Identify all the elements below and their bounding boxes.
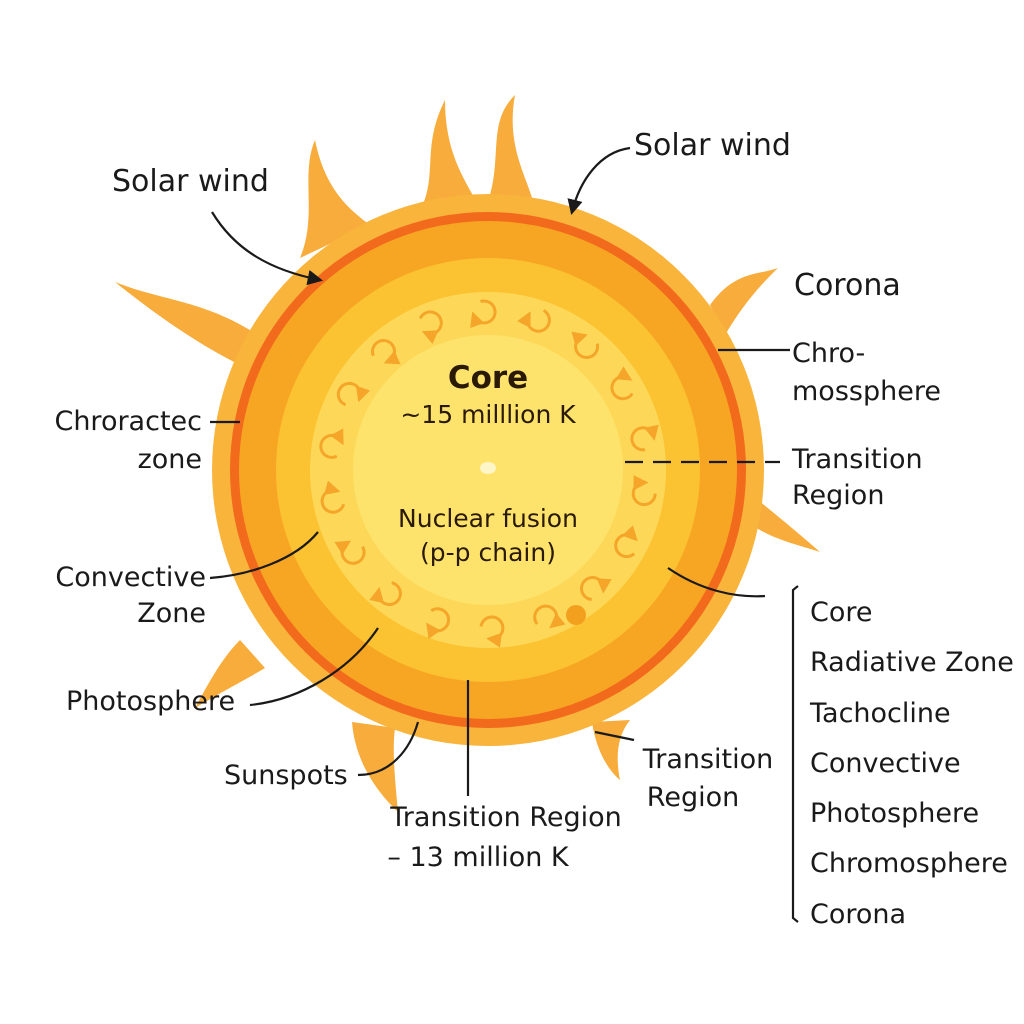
convection-arrows xyxy=(319,299,659,648)
flare-bottom-right xyxy=(592,720,630,780)
convection-arrow xyxy=(336,381,371,407)
sunspot xyxy=(566,605,586,625)
convection-arrow xyxy=(418,310,443,345)
convection-arrow xyxy=(630,424,659,452)
leader-sunspots xyxy=(357,721,420,777)
convection-arrow xyxy=(479,615,505,648)
label-corona: Corona xyxy=(794,268,901,303)
flare-top-2 xyxy=(485,95,535,210)
label-chromosphere-line1: Chro- xyxy=(792,338,866,369)
leader-convective xyxy=(209,531,319,580)
layer-list-item: Photosphere xyxy=(810,798,980,830)
layer-list-item: Corona xyxy=(810,898,907,930)
convection-arrow xyxy=(631,475,657,507)
flare-lower-left xyxy=(195,640,265,708)
label-chroractec-line2: zone xyxy=(137,444,202,475)
layer-list-bracket xyxy=(791,585,799,923)
label-transition-lower-right-line1: Transition xyxy=(642,744,774,775)
label-photosphere: Photosphere xyxy=(66,686,236,717)
sun-layer-list: Core Radiative Zone Tachocline Convective Ph… xyxy=(810,588,1014,940)
convection-arrow xyxy=(426,607,451,640)
label-transition-bottom-line1: Transition Region xyxy=(390,802,622,833)
core-fusion-line2: (p-p chain) xyxy=(420,538,556,567)
convection-arrow xyxy=(369,581,402,606)
label-transition-lower-right-line2: Region xyxy=(646,782,740,813)
convection-arrow xyxy=(371,339,401,365)
convection-arrow xyxy=(533,604,566,629)
flare-top-1 xyxy=(418,100,480,215)
flare-left xyxy=(115,282,250,365)
core-center-dot xyxy=(480,462,496,474)
layer-list-item: Convective xyxy=(810,747,961,779)
label-convective-line2: Zone xyxy=(137,598,206,629)
convection-arrow xyxy=(320,480,346,514)
label-convective-line1: Convective xyxy=(55,562,206,593)
layer-list-item: Radiative Zone xyxy=(810,647,1014,679)
leader-lines xyxy=(209,146,799,923)
convection-arrow xyxy=(517,309,551,333)
leader-solar-wind-right xyxy=(567,146,631,215)
leader-solar-wind-left xyxy=(211,211,324,286)
convection-arrow xyxy=(319,428,344,459)
convection-arrow xyxy=(334,540,366,565)
core-temperature: ~15 milllion K xyxy=(400,400,576,429)
label-transition-bottom-line2: – 13 million K xyxy=(387,842,569,873)
flare-upper-left xyxy=(300,140,370,258)
corona-flares xyxy=(115,95,820,812)
label-chromosphere-line2: mossphere xyxy=(792,376,941,407)
leader-transition-lower-right xyxy=(594,730,635,742)
core-fusion-line1: Nuclear fusion xyxy=(398,504,578,533)
flare-bottom-left xyxy=(352,722,398,812)
layer-list-item: Core xyxy=(810,597,873,628)
layer-list-item: Tachocline xyxy=(810,697,951,729)
convection-arrow xyxy=(580,576,612,601)
layer-list-item: Chromosphere xyxy=(810,848,1008,880)
convection-arrow xyxy=(610,366,634,401)
convection-arrow xyxy=(614,525,638,559)
label-solar-wind-right: Solar wind xyxy=(634,128,791,163)
label-chroractec-line1: Chroractec xyxy=(54,406,202,437)
label-sunspots: Sunspots xyxy=(224,760,348,791)
leader-photosphere xyxy=(249,627,379,707)
convection-arrow xyxy=(470,299,497,329)
label-solar-wind-left: Solar wind xyxy=(112,164,269,199)
flare-right-top xyxy=(710,268,778,335)
core-title: Core xyxy=(447,360,529,396)
convection-arrow xyxy=(571,331,600,359)
label-transition-right-line1: Transition xyxy=(792,444,923,475)
label-transition-right-line2: Region xyxy=(792,480,885,511)
flare-right xyxy=(745,495,820,552)
leader-layer-list xyxy=(667,567,766,598)
